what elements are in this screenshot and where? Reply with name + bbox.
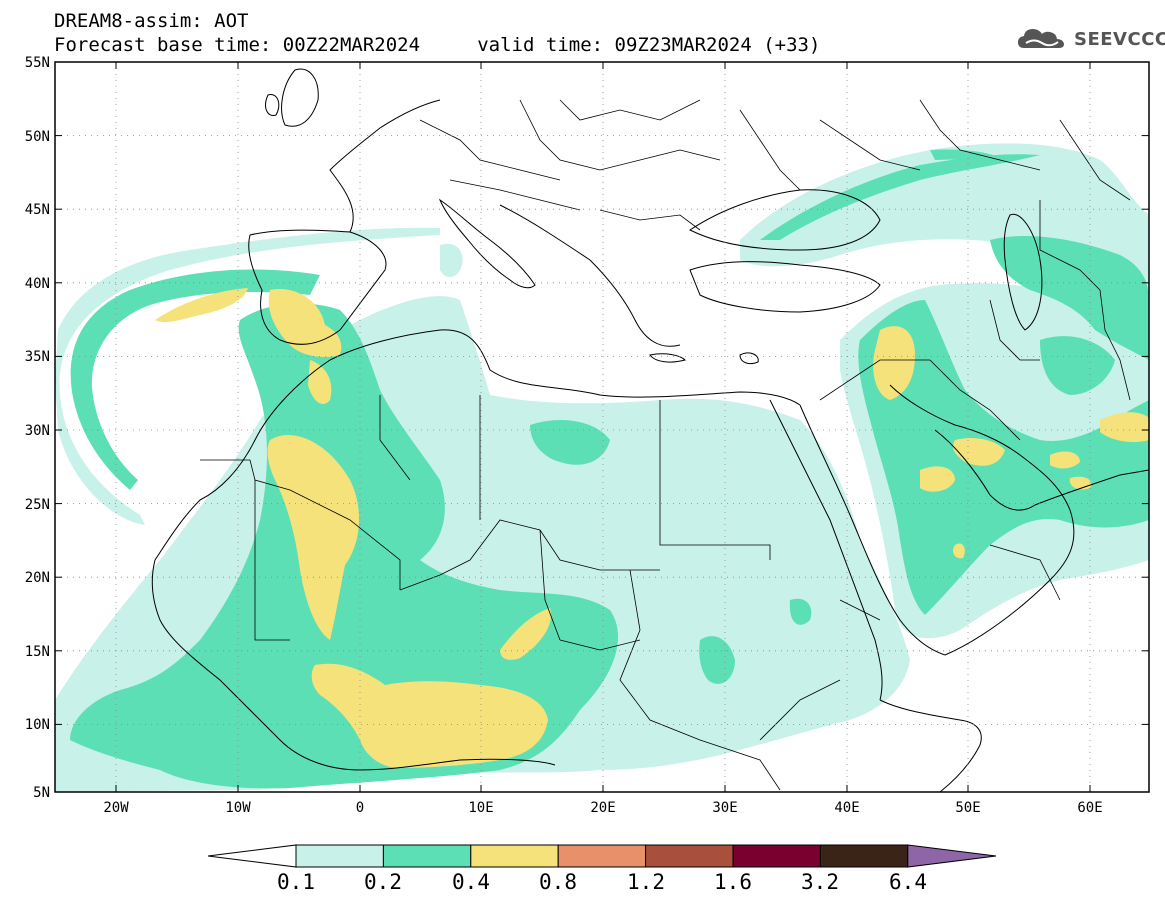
- lon-label: 50E: [955, 800, 980, 816]
- colorbar: [207, 844, 997, 868]
- lat-label: 30N: [25, 423, 50, 439]
- lat-label: 5N: [33, 785, 50, 801]
- colorbar-swatch: [382, 844, 472, 868]
- map-frame: [54, 61, 1150, 793]
- colorbar-label: 3.2: [801, 870, 839, 894]
- lat-label: 35N: [25, 349, 50, 365]
- colorbar-right-arrow: [907, 844, 997, 868]
- colorbar-label: 1.6: [714, 870, 752, 894]
- lon-label: 60E: [1077, 800, 1102, 816]
- forecast-times: Forecast base time: 00Z22MAR2024 valid t…: [54, 34, 821, 56]
- lat-label: 10N: [25, 717, 50, 733]
- seevccc-logo: SEEVCCC: [1016, 26, 1165, 52]
- cloud-icon: [1018, 29, 1064, 48]
- colorbar-swatch: [470, 844, 559, 868]
- colorbar-swatch: [819, 844, 909, 868]
- lat-label: 50N: [25, 129, 50, 145]
- colorbar-label: 0.8: [539, 870, 577, 894]
- colorbar-label: 0.1: [277, 870, 315, 894]
- lon-axis: 20W 10W 0 10E 20E 30E 40E 50E 60E: [103, 62, 1103, 816]
- lon-label: 30E: [712, 800, 737, 816]
- colorbar-label: 0.2: [364, 870, 402, 894]
- lon-label: 40E: [834, 800, 859, 816]
- lat-axis: 55N 50N 45N 40N 35N 30N 25N 20N 15N 10N …: [25, 55, 1149, 801]
- lat-label: 15N: [25, 644, 50, 660]
- country-borders: [200, 99, 1131, 791]
- lon-label: 0: [356, 800, 364, 816]
- colorbar-label: 1.2: [627, 870, 665, 894]
- graticule: [55, 62, 1149, 792]
- lon-label: 20E: [590, 800, 615, 816]
- lat-label: 25N: [25, 497, 50, 513]
- colorbar-swatch: [295, 844, 384, 868]
- lon-label: 20W: [103, 800, 129, 816]
- lat-label: 40N: [25, 276, 50, 292]
- lat-label: 20N: [25, 570, 50, 586]
- colorbar-swatch: [645, 844, 734, 868]
- map-title: DREAM8-assim: AOT: [54, 10, 249, 32]
- lat-label: 45N: [25, 202, 50, 218]
- lon-label: 10E: [468, 800, 493, 816]
- colorbar-swatch: [557, 844, 647, 868]
- coastlines: [151, 68, 1149, 792]
- colorbar-left-arrow: [207, 844, 297, 868]
- aot-field: [55, 62, 1149, 792]
- logo-text: SEEVCCC: [1074, 28, 1165, 50]
- lat-label: 55N: [25, 55, 50, 71]
- colorbar-label: 0.4: [452, 870, 490, 894]
- colorbar-swatch: [732, 844, 821, 868]
- colorbar-label: 6.4: [889, 870, 927, 894]
- lon-label: 10W: [225, 800, 251, 816]
- aot-level-0.4: [155, 288, 1149, 768]
